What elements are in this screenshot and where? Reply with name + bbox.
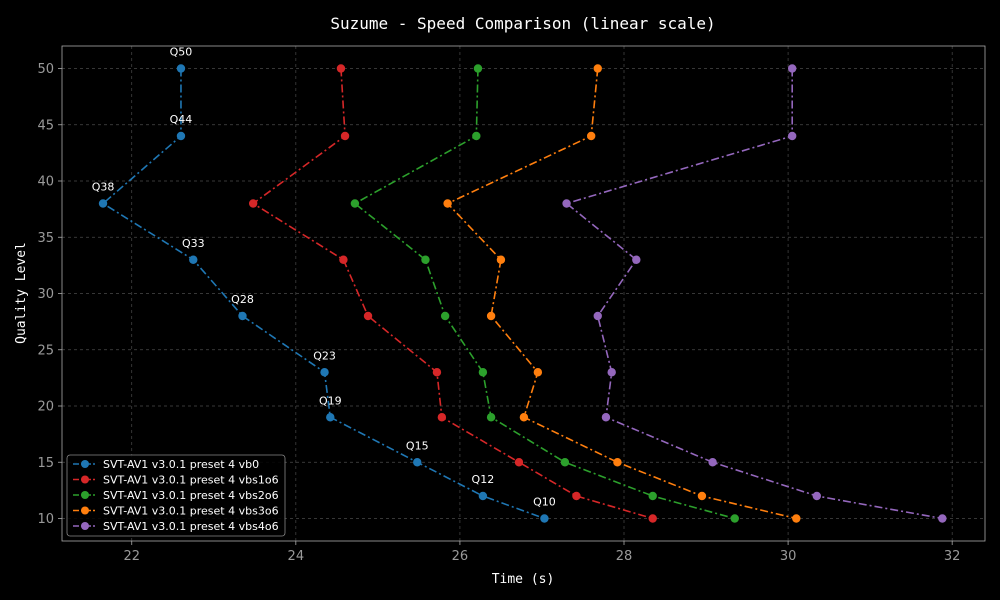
annotation-label: Q28 xyxy=(231,293,254,306)
data-point xyxy=(560,458,570,467)
y-tick-label: 45 xyxy=(37,118,54,133)
x-tick-label: 28 xyxy=(616,549,633,564)
data-point xyxy=(730,514,739,523)
data-point xyxy=(607,368,616,377)
data-point xyxy=(519,413,529,422)
data-point xyxy=(533,368,543,377)
data-point xyxy=(176,64,186,73)
data-point xyxy=(787,131,797,141)
x-axis-label: Time (s) xyxy=(492,572,555,587)
data-point xyxy=(593,64,602,73)
data-point xyxy=(514,458,524,467)
legend: SVT-AV1 v3.0.1 preset 4 vb0 SVT-AV1 v3.0.… xyxy=(66,454,286,537)
y-tick-label: 50 xyxy=(37,62,54,77)
data-point xyxy=(238,311,247,321)
y-tick-label: 40 xyxy=(37,175,54,190)
legend-entry: SVT-AV1 v3.0.1 preset 4 vbs1o6 xyxy=(103,474,279,487)
legend-entry: SVT-AV1 v3.0.1 preset 4 vbs3o6 xyxy=(103,505,279,518)
data-point xyxy=(336,64,346,73)
data-point xyxy=(350,199,360,208)
legend-box xyxy=(66,454,286,537)
data-point xyxy=(613,458,622,467)
annotation-label: Q44 xyxy=(170,113,193,126)
legend-entry: SVT-AV1 v3.0.1 preset 4 vbs2o6 xyxy=(103,489,279,502)
x-tick-label: 26 xyxy=(452,549,469,564)
legend-marker xyxy=(81,506,89,515)
annotation-label: Q10 xyxy=(533,496,556,509)
x-tick-label: 30 xyxy=(780,549,797,564)
data-point xyxy=(340,131,350,141)
grid xyxy=(62,46,985,541)
data-point xyxy=(812,491,822,501)
data-point xyxy=(562,199,571,208)
series-line xyxy=(101,68,545,520)
y-axis-label: Quality Level xyxy=(14,242,29,344)
data-point xyxy=(496,255,506,264)
y-tick-label: 10 xyxy=(37,512,54,527)
data-point xyxy=(632,255,641,264)
legend-marker xyxy=(81,460,89,468)
annotation-label: Q33 xyxy=(182,237,205,250)
axis-ticks: 22 24 26 28 30 32 10 15 20 25 30 35 40 45 50 xyxy=(37,62,960,564)
data-point xyxy=(437,413,447,422)
annotation-label: Q50 xyxy=(170,46,193,59)
data-point xyxy=(938,514,947,523)
data-point xyxy=(787,64,797,73)
annotation-label: Q12 xyxy=(472,473,495,486)
data-point xyxy=(540,514,549,523)
data-point xyxy=(413,458,422,467)
annotations: Q50 Q44 Q38 Q33 Q28 Q23 Q19 Q15 Q12 Q10 xyxy=(92,46,556,509)
data-point xyxy=(326,413,335,422)
legend-marker xyxy=(81,475,89,484)
x-tick-label: 22 xyxy=(123,549,140,564)
y-tick-label: 20 xyxy=(37,400,54,415)
data-point xyxy=(98,199,108,208)
data-point xyxy=(472,131,481,141)
data-point xyxy=(708,458,717,467)
data-point xyxy=(432,368,442,377)
annotation-label: Q19 xyxy=(319,394,342,407)
data-point xyxy=(478,368,488,377)
data-point xyxy=(189,255,198,264)
data-point xyxy=(648,491,657,501)
chart-title: Suzume - Speed Comparison (linear scale) xyxy=(330,14,715,33)
data-point xyxy=(601,413,611,422)
y-tick-label: 35 xyxy=(37,231,54,246)
series-line xyxy=(251,68,653,520)
data-point xyxy=(248,199,258,208)
data-point xyxy=(440,311,450,321)
data-point xyxy=(572,491,581,501)
data-point xyxy=(697,491,707,501)
annotation-label: Q38 xyxy=(92,181,115,194)
data-point xyxy=(486,311,496,321)
data-point xyxy=(478,491,488,501)
series-line xyxy=(353,68,735,520)
x-tick-label: 24 xyxy=(288,549,305,564)
y-tick-label: 25 xyxy=(37,343,54,358)
legend-entry: SVT-AV1 v3.0.1 preset 4 vb0 xyxy=(103,458,259,471)
series-line xyxy=(446,68,797,520)
data-point xyxy=(648,514,657,523)
x-tick-label: 32 xyxy=(944,549,961,564)
annotation-label: Q23 xyxy=(313,349,336,362)
data-point xyxy=(443,199,452,208)
data-point xyxy=(792,514,801,523)
data-point xyxy=(586,131,596,141)
legend-entry: SVT-AV1 v3.0.1 preset 4 vbs4o6 xyxy=(103,520,279,533)
series-group xyxy=(98,64,947,523)
annotation-label: Q15 xyxy=(406,439,429,452)
data-point xyxy=(176,131,186,141)
data-point xyxy=(320,368,329,377)
data-point xyxy=(486,413,496,422)
data-point xyxy=(593,311,602,321)
data-point xyxy=(473,64,483,73)
y-tick-label: 30 xyxy=(37,287,54,302)
data-point xyxy=(363,311,373,321)
y-tick-label: 15 xyxy=(37,456,54,471)
legend-marker xyxy=(81,522,89,530)
legend-marker xyxy=(81,491,89,499)
data-point xyxy=(421,255,430,264)
data-point xyxy=(339,255,348,264)
